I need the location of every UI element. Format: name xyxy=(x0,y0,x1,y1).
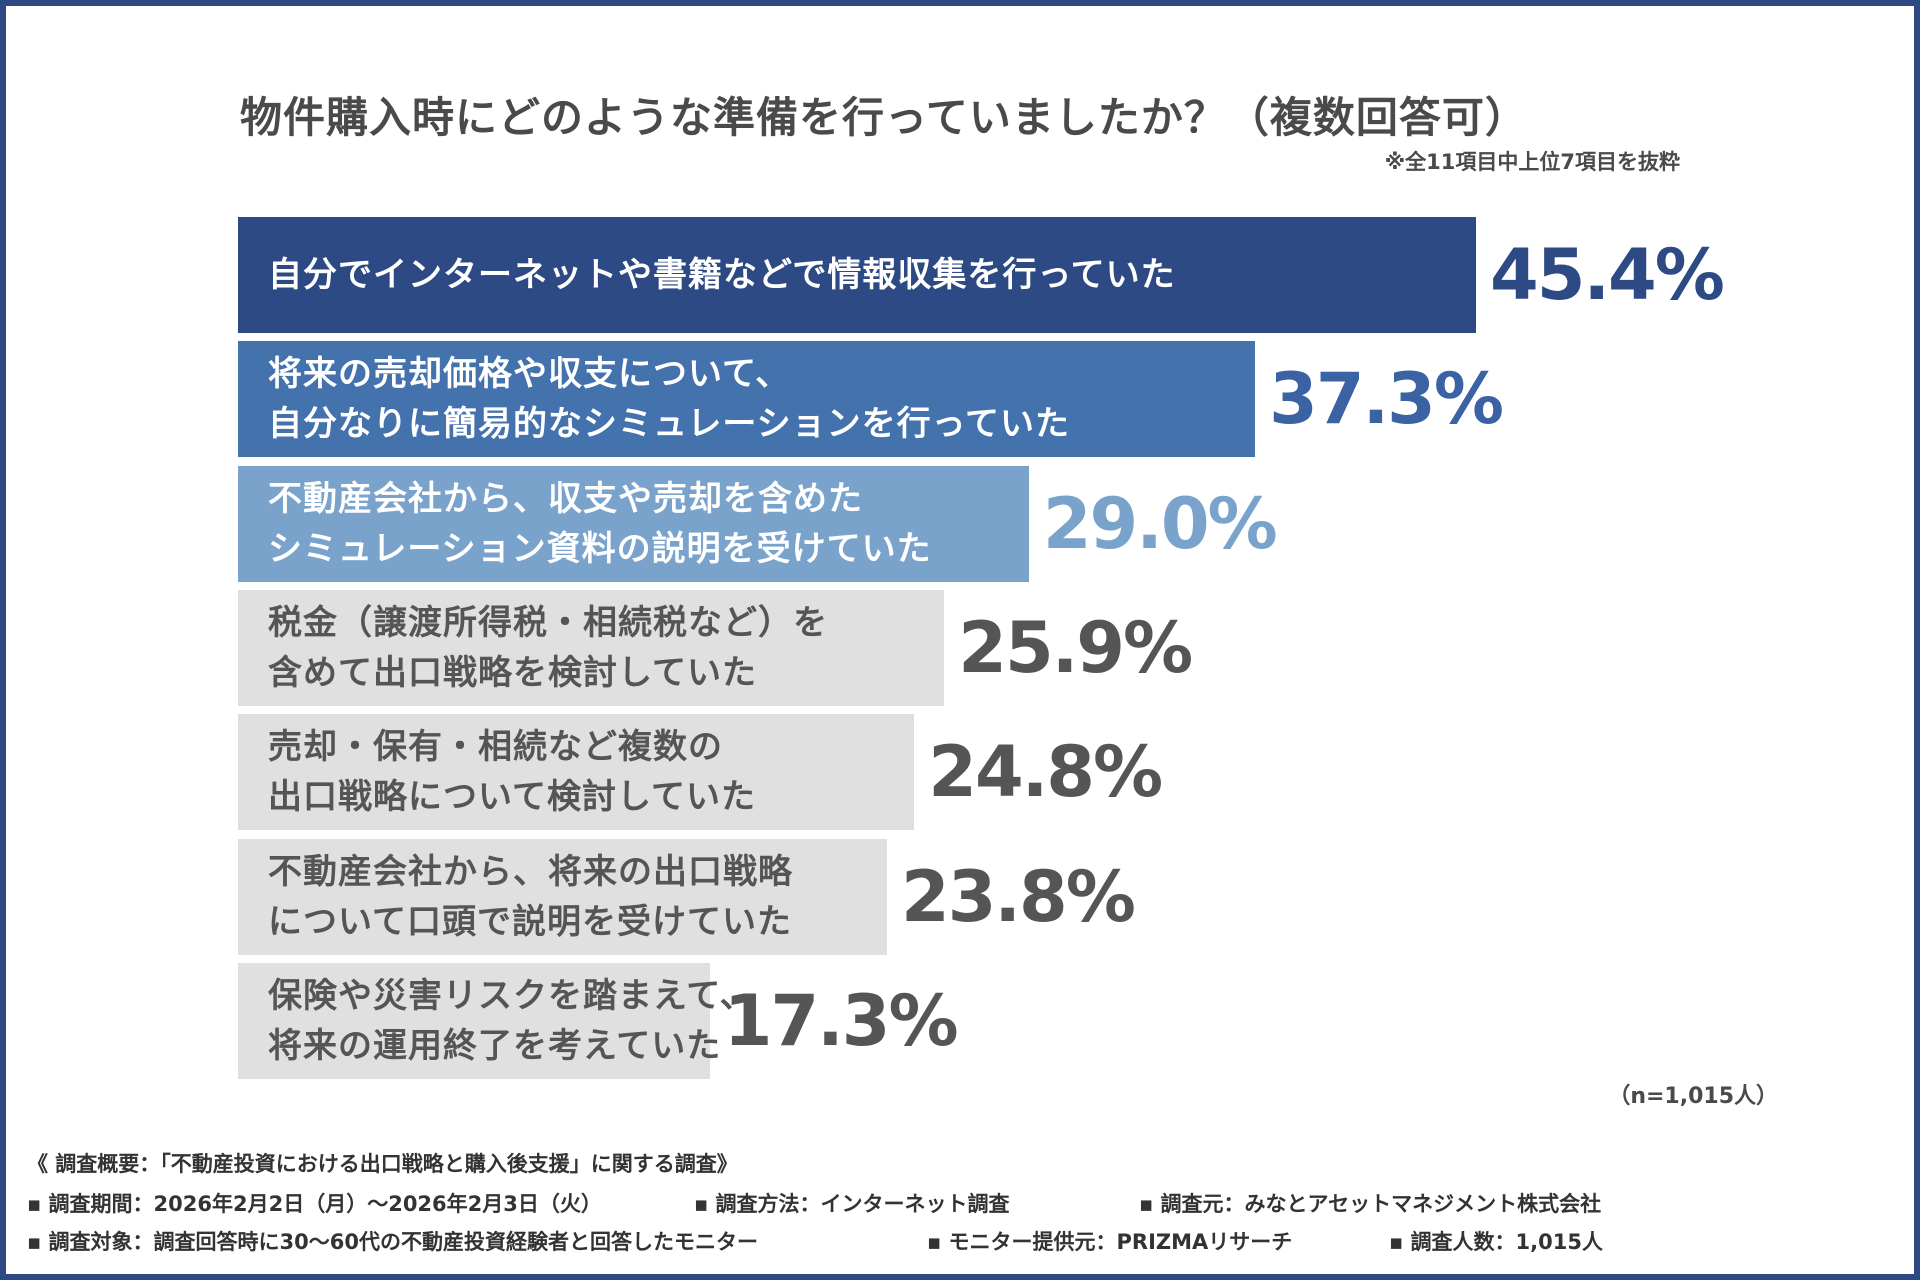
bar xyxy=(238,465,1029,582)
bar-label: 売却・保有・相続など複数の 出口戦略について検討していた xyxy=(268,727,756,818)
sample-size: （n=1,015人） xyxy=(1608,1084,1778,1109)
footer-provider: ▪ モニター提供元：PRIZMAリサーチ xyxy=(927,1230,1293,1254)
footer-target: ▪ 調査対象：調査回答時に30～60代の不動産投資経験者と回答したモニター xyxy=(27,1230,758,1254)
bar-label: 税金（譲渡所得税・相続税など）を 含めて出口戦略を検討していた xyxy=(268,602,828,693)
bar xyxy=(238,589,945,706)
bar xyxy=(238,838,888,955)
bar-label: 自分でインターネットや書籍などで情報収集を行っていた xyxy=(268,255,1176,295)
footer-heading: 《 調査概要：「不動産投資における出口戦略と購入後支援」に関する調査》 xyxy=(27,1152,738,1176)
bar xyxy=(238,714,915,831)
value-label: 37.3% xyxy=(1269,358,1504,441)
value-label: 24.8% xyxy=(928,731,1163,814)
value-label: 45.4% xyxy=(1490,234,1725,316)
bar xyxy=(238,341,1256,458)
bar-label: 不動産会社から、収支や売却を含めた シミュレーション資料の説明を受けていた xyxy=(268,478,932,569)
value-label: 23.8% xyxy=(901,855,1136,938)
bar-label: 保険や災害リスクを踏まえて、 将来の運用終了を考えていた xyxy=(268,975,755,1066)
chart-title: 物件購入時にどのような準備を行っていましたか？（複数回答可） xyxy=(240,93,1528,142)
footer-source: ▪ 調査元：みなとアセットマネジメント株式会社 xyxy=(1139,1192,1602,1216)
bar xyxy=(238,217,1477,333)
bar-label: 将来の売却価格や収支について、 自分なりに簡易的なシミュレーションを行っていた xyxy=(268,354,1070,445)
chart-note: ※全11項目中上位7項目を抜粋 xyxy=(1384,150,1680,174)
value-label: 17.3% xyxy=(723,979,959,1062)
footer-period: ▪ 調査期間：2026年2月2日（月）～2026年2月3日（火） xyxy=(27,1192,602,1216)
value-label: 29.0% xyxy=(1042,482,1278,565)
bar xyxy=(238,962,710,1079)
value-label: 25.9% xyxy=(958,606,1193,689)
footer-count: ▪ 調査人数：1,015人 xyxy=(1389,1230,1603,1254)
bar-label: 不動産会社から、将来の出口戦略 について口頭で説明を受けていた xyxy=(268,851,793,942)
footer-method: ▪ 調査方法：インターネット調査 xyxy=(694,1192,1010,1216)
